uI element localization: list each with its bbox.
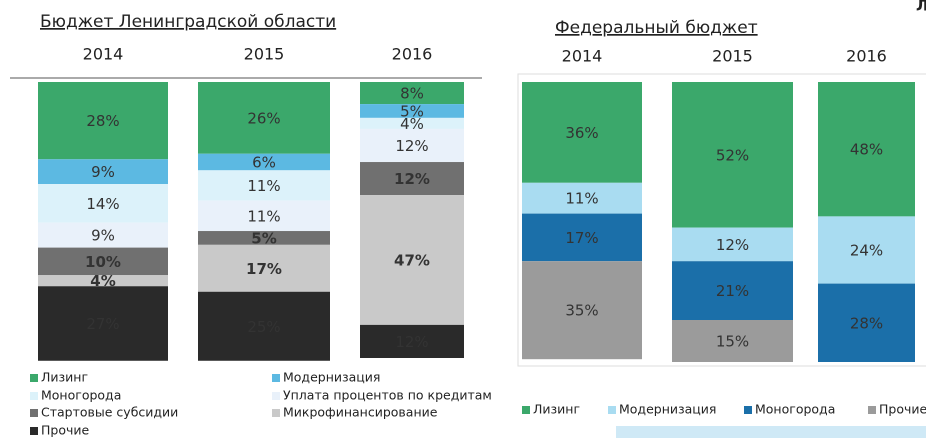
bar-segment	[198, 82, 330, 154]
data-label: 12%	[395, 333, 428, 351]
data-label: 17%	[246, 260, 282, 278]
bar-segment	[38, 82, 168, 160]
chart-title: Бюджет Ленинградской области	[40, 12, 336, 32]
bar-segment	[818, 283, 915, 362]
legend-marker	[30, 409, 38, 417]
legend-marker	[272, 409, 280, 417]
bar-segment	[672, 227, 793, 262]
bar-segment	[38, 286, 168, 361]
legend-marker	[272, 392, 280, 400]
x-tick-label: 2016	[392, 45, 433, 64]
data-label: 5%	[400, 102, 424, 120]
bar-segment	[522, 182, 642, 214]
data-label: 11%	[565, 190, 598, 208]
bar-segment	[672, 320, 793, 362]
legend-label: Модернизация	[619, 402, 716, 417]
chart-title: Федеральный бюджет	[555, 18, 758, 38]
data-label: 12%	[716, 236, 749, 254]
legend-marker	[744, 406, 752, 414]
data-label: 5%	[251, 229, 276, 247]
bar-segment	[360, 128, 464, 163]
legend-label: Лизинг	[41, 370, 88, 385]
bar-segment	[522, 82, 642, 183]
x-tick-label: 2014	[83, 45, 124, 64]
bar-segment	[198, 170, 330, 201]
legend-label: Лизинг	[533, 402, 580, 417]
data-label: 48%	[850, 141, 883, 159]
legend-marker	[30, 427, 38, 435]
legend-label: Микрофинансирование	[283, 405, 438, 420]
bar-segment	[38, 184, 168, 223]
bar-segment	[198, 244, 330, 292]
bar-segment	[38, 247, 168, 276]
legend-marker	[272, 374, 280, 382]
data-label: 52%	[716, 146, 749, 164]
bar-segment	[818, 216, 915, 284]
legend-marker	[30, 392, 38, 400]
data-label: 36%	[565, 124, 598, 142]
data-label: 21%	[716, 282, 749, 300]
bar-segment	[38, 222, 168, 248]
legend-marker	[30, 374, 38, 382]
bar-segment	[360, 162, 464, 196]
bar-segment	[198, 231, 330, 245]
legend-label: Модернизация	[283, 370, 380, 385]
bar-segment	[198, 153, 330, 171]
legend-label: Стартовые субсидии	[41, 405, 178, 420]
data-label: 28%	[850, 314, 883, 332]
data-label: 14%	[86, 195, 119, 213]
data-label: 35%	[565, 302, 598, 320]
data-label: 25%	[247, 318, 280, 336]
corner-text: Л	[916, 0, 926, 15]
bar-segment	[360, 117, 464, 129]
bar-segment	[360, 324, 464, 358]
bar-segment	[38, 159, 168, 185]
data-label: 6%	[252, 154, 276, 172]
data-label: 15%	[716, 333, 749, 351]
data-label: 17%	[565, 229, 598, 247]
bar-segment	[672, 82, 793, 228]
bar-segment	[672, 261, 793, 320]
data-label: 12%	[394, 170, 430, 188]
x-tick-label: 2016	[846, 47, 887, 66]
bar-segment	[522, 213, 642, 262]
bar-segment	[360, 195, 464, 325]
data-label: 28%	[86, 112, 119, 130]
data-label: 11%	[247, 177, 280, 195]
legend-marker	[868, 406, 876, 414]
bar-segment	[38, 275, 168, 287]
data-label: 12%	[395, 137, 428, 155]
data-label: 24%	[850, 242, 883, 260]
data-label: 27%	[86, 315, 119, 333]
bar-segment	[818, 82, 915, 217]
legend-label: Уплата процентов по кредитам	[283, 388, 492, 403]
bar-segment	[360, 104, 464, 118]
data-label: 10%	[85, 253, 121, 271]
footer-box	[616, 426, 926, 438]
legend-label: Прочие	[879, 402, 926, 417]
data-label: 9%	[91, 227, 115, 245]
x-tick-label: 2015	[244, 45, 285, 64]
bar-segment	[198, 200, 330, 232]
bar-segment	[522, 261, 642, 360]
legend-label: Моногорода	[755, 402, 835, 417]
x-tick-label: 2015	[712, 47, 753, 66]
data-label: 4%	[400, 115, 424, 133]
x-tick-label: 2014	[562, 47, 603, 66]
legend-marker	[522, 406, 530, 414]
legend-marker	[608, 406, 616, 414]
data-label: 11%	[247, 207, 280, 225]
bar-segment	[198, 291, 330, 361]
data-label: 9%	[91, 163, 115, 181]
data-label: 26%	[247, 109, 280, 127]
legend-label: Прочие	[41, 423, 89, 438]
bar-segment	[360, 82, 464, 105]
data-label: 47%	[394, 252, 430, 270]
data-label: 4%	[90, 272, 115, 290]
data-label: 8%	[400, 85, 424, 103]
legend-label: Моногорода	[41, 388, 121, 403]
